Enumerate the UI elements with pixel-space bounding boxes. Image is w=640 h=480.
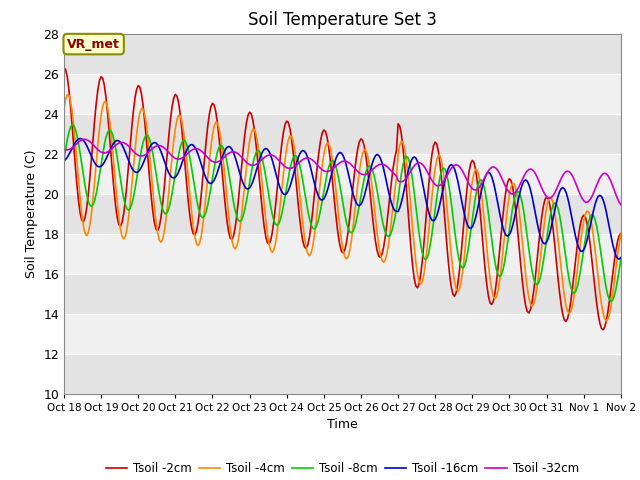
Tsoil -16cm xyxy=(159,153,166,158)
Tsoil -32cm xyxy=(81,136,89,142)
Line: Tsoil -32cm: Tsoil -32cm xyxy=(64,139,621,204)
Tsoil -8cm xyxy=(68,122,76,128)
Bar xyxy=(64,34,621,73)
Tsoil -16cm xyxy=(60,158,68,164)
Tsoil -4cm xyxy=(60,106,68,112)
Tsoil -32cm xyxy=(617,202,625,207)
Tsoil -2cm xyxy=(524,309,531,314)
Tsoil -4cm xyxy=(565,311,573,316)
Bar xyxy=(64,114,621,154)
Tsoil -2cm xyxy=(490,299,497,304)
Bar xyxy=(64,193,621,234)
Tsoil -32cm xyxy=(565,169,573,175)
Title: Soil Temperature Set 3: Soil Temperature Set 3 xyxy=(248,11,437,29)
Tsoil -32cm xyxy=(524,168,531,174)
Y-axis label: Soil Temperature (C): Soil Temperature (C) xyxy=(25,149,38,278)
Tsoil -4cm xyxy=(159,237,166,243)
Tsoil -8cm xyxy=(524,234,531,240)
Tsoil -16cm xyxy=(491,186,499,192)
Tsoil -32cm xyxy=(159,144,166,150)
Line: Tsoil -2cm: Tsoil -2cm xyxy=(64,68,621,330)
Tsoil -16cm xyxy=(565,201,573,207)
Line: Tsoil -4cm: Tsoil -4cm xyxy=(64,95,621,321)
Bar xyxy=(64,274,621,313)
Tsoil -2cm xyxy=(220,187,228,193)
Tsoil -8cm xyxy=(617,257,625,263)
Tsoil -2cm xyxy=(564,316,572,322)
X-axis label: Time: Time xyxy=(327,418,358,431)
Tsoil -16cm xyxy=(615,256,623,262)
Tsoil -32cm xyxy=(60,146,68,152)
Tsoil -2cm xyxy=(60,65,68,71)
Line: Tsoil -8cm: Tsoil -8cm xyxy=(64,125,621,301)
Tsoil -4cm xyxy=(63,92,71,97)
Tsoil -2cm xyxy=(157,216,164,221)
Tsoil -8cm xyxy=(491,259,499,265)
Tsoil -32cm xyxy=(491,165,499,170)
Tsoil -4cm xyxy=(491,296,499,301)
Legend: Tsoil -2cm, Tsoil -4cm, Tsoil -8cm, Tsoil -16cm, Tsoil -32cm: Tsoil -2cm, Tsoil -4cm, Tsoil -8cm, Tsoi… xyxy=(101,457,584,480)
Tsoil -8cm xyxy=(607,299,615,304)
Tsoil -16cm xyxy=(525,181,532,187)
Tsoil -16cm xyxy=(617,255,625,261)
Tsoil -8cm xyxy=(221,152,229,158)
Tsoil -16cm xyxy=(524,178,531,184)
Tsoil -2cm xyxy=(617,230,625,236)
Tsoil -8cm xyxy=(60,157,68,163)
Line: Tsoil -16cm: Tsoil -16cm xyxy=(64,138,621,259)
Tsoil -8cm xyxy=(159,206,166,212)
Tsoil -32cm xyxy=(221,153,229,159)
Tsoil -4cm xyxy=(221,180,229,185)
Tsoil -4cm xyxy=(524,284,531,290)
Tsoil -8cm xyxy=(565,276,573,282)
Tsoil -4cm xyxy=(617,231,625,237)
Tsoil -16cm xyxy=(221,147,229,153)
Tsoil -4cm xyxy=(525,295,532,300)
Tsoil -2cm xyxy=(522,302,529,308)
Tsoil -8cm xyxy=(525,246,532,252)
Tsoil -2cm xyxy=(599,327,607,333)
Bar xyxy=(64,354,621,394)
Tsoil -4cm xyxy=(602,318,610,324)
Tsoil -16cm xyxy=(76,135,84,141)
Text: VR_met: VR_met xyxy=(67,37,120,50)
Tsoil -32cm xyxy=(525,167,532,172)
